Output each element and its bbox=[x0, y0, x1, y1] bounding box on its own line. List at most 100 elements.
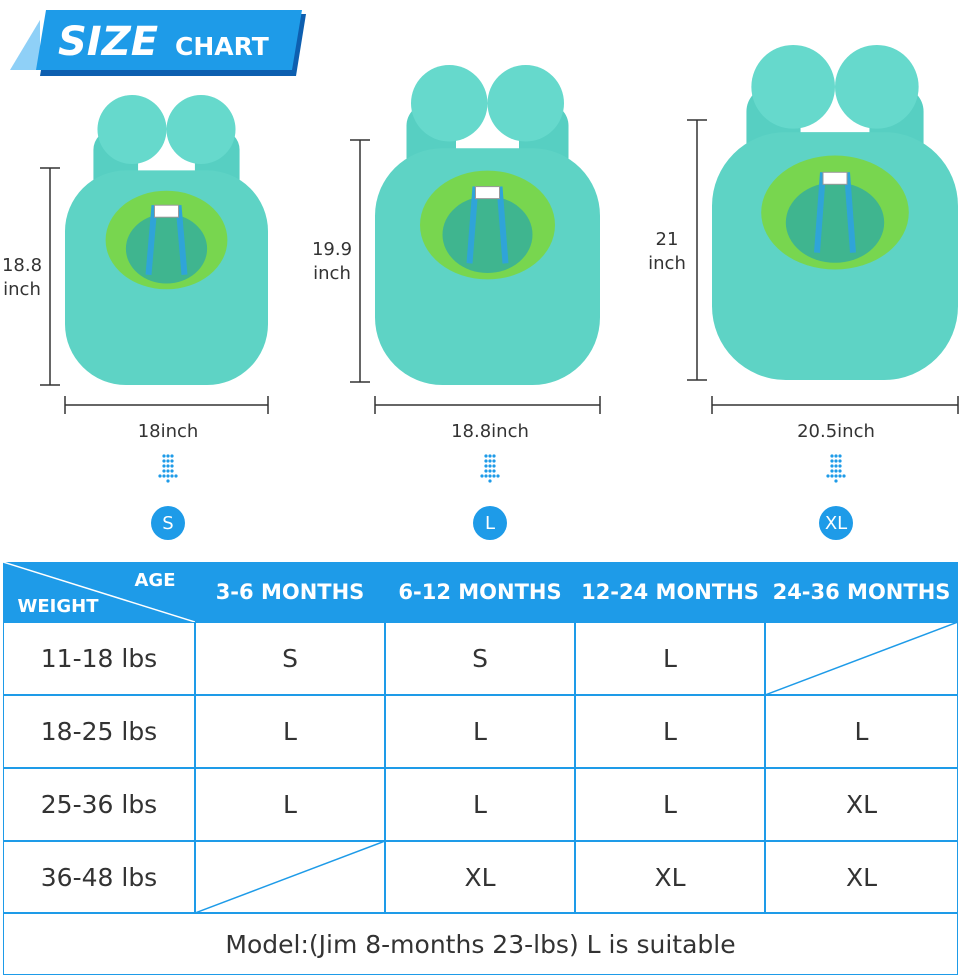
size-badge-label: S bbox=[162, 513, 173, 534]
arrow-dot bbox=[166, 454, 170, 458]
seat-inner bbox=[785, 182, 885, 263]
diagonal bbox=[765, 622, 958, 695]
arrow-dot bbox=[158, 474, 162, 478]
diagonal-line bbox=[765, 622, 958, 695]
float-balloon bbox=[835, 45, 919, 129]
height-unit: inch bbox=[313, 263, 351, 284]
height-value: 18.8 bbox=[2, 255, 42, 276]
arrow-dot bbox=[492, 464, 496, 468]
size-cell: L bbox=[575, 622, 765, 695]
size-cell: XL bbox=[765, 768, 958, 841]
arrow-dot bbox=[496, 474, 500, 478]
diagonal-line bbox=[195, 841, 385, 913]
size-cell: L bbox=[575, 695, 765, 768]
strap bbox=[844, 172, 856, 253]
width-label: 18.8inch bbox=[451, 421, 529, 442]
size-cell: L bbox=[385, 695, 575, 768]
arrow-dot bbox=[484, 464, 488, 468]
label-bg bbox=[310, 236, 354, 288]
seat-inner bbox=[442, 196, 533, 273]
float-balloon bbox=[487, 65, 564, 142]
size-cell: L bbox=[195, 695, 385, 768]
arrow-dot bbox=[170, 459, 174, 463]
arrow-dot bbox=[834, 464, 838, 468]
float-balloon bbox=[411, 65, 488, 142]
size-cell: L bbox=[765, 695, 958, 768]
arrow-dot bbox=[488, 459, 492, 463]
arrow-dot bbox=[834, 474, 838, 478]
arrow-dot bbox=[492, 474, 496, 478]
strap bbox=[466, 186, 479, 264]
buckle bbox=[822, 171, 848, 185]
arrow-dot bbox=[166, 474, 170, 478]
size-cell: S bbox=[195, 622, 385, 695]
size-cell: XL bbox=[765, 841, 958, 913]
arrow-dot bbox=[842, 474, 846, 478]
arrow-dot bbox=[830, 454, 834, 458]
title-bold: SIZE bbox=[58, 19, 158, 65]
arrow-dot bbox=[838, 459, 842, 463]
arrow-dot bbox=[484, 474, 488, 478]
arrow-dot bbox=[162, 464, 166, 468]
strap bbox=[814, 172, 826, 253]
arrow-dot bbox=[170, 474, 174, 478]
empty-cell bbox=[195, 841, 385, 913]
height-value: 21 bbox=[656, 229, 679, 250]
arrow-dot bbox=[488, 454, 492, 458]
arrow-dot bbox=[170, 454, 174, 458]
arrow-dot bbox=[834, 479, 838, 483]
width-label: 20.5inch bbox=[797, 421, 875, 442]
strap bbox=[175, 204, 188, 276]
arrow-dot bbox=[166, 459, 170, 463]
product-image bbox=[65, 95, 268, 385]
corner-diagonal bbox=[3, 562, 195, 622]
column-header: 24-36 MONTHS bbox=[765, 562, 958, 622]
table-footer: Model:(Jim 8-months 23-lbs) L is suitabl… bbox=[3, 913, 958, 975]
buckle bbox=[154, 204, 179, 218]
height-unit: inch bbox=[648, 253, 686, 274]
size-cell: S bbox=[385, 622, 575, 695]
arrow-dot bbox=[830, 469, 834, 473]
arrow-dot bbox=[162, 454, 166, 458]
column-header: 12-24 MONTHS bbox=[575, 562, 765, 622]
size-cell: XL bbox=[385, 841, 575, 913]
label-bg bbox=[0, 252, 44, 304]
column-header: 3-6 MONTHS bbox=[195, 562, 385, 622]
label-bg bbox=[645, 226, 689, 278]
size-badge bbox=[473, 506, 507, 540]
float-balloon bbox=[97, 95, 167, 165]
corner-top: AGE bbox=[134, 569, 176, 591]
arrow-dot bbox=[838, 474, 842, 478]
arrow-dot bbox=[492, 459, 496, 463]
size-badge bbox=[151, 506, 185, 540]
arrow-dot bbox=[834, 459, 838, 463]
arrow-dot bbox=[488, 474, 492, 478]
arrow-dot bbox=[488, 479, 492, 483]
strap bbox=[496, 186, 509, 264]
arrow-dot bbox=[492, 454, 496, 458]
column-header: 6-12 MONTHS bbox=[385, 562, 575, 622]
arrow-dot bbox=[170, 469, 174, 473]
arrow-dot bbox=[830, 474, 834, 478]
arrow-dot bbox=[170, 464, 174, 468]
arrow-dot bbox=[174, 474, 178, 478]
corner-bottom: WEIGHT bbox=[17, 595, 99, 617]
arrow-dot bbox=[162, 459, 166, 463]
arrow-dot bbox=[488, 469, 492, 473]
arrow-dot bbox=[484, 459, 488, 463]
arrow-dot bbox=[166, 479, 170, 483]
arrow-dot bbox=[834, 469, 838, 473]
row-label: 36-48 lbs bbox=[3, 841, 195, 913]
title-rest: CHART bbox=[175, 32, 269, 61]
row-label: 18-25 lbs bbox=[3, 695, 195, 768]
seat-inner bbox=[125, 213, 208, 284]
banner-decoration bbox=[10, 20, 40, 70]
float-balloon bbox=[751, 45, 835, 129]
diagonal bbox=[195, 841, 385, 913]
width-label: 18inch bbox=[138, 421, 199, 442]
product-image bbox=[375, 65, 600, 385]
size-cell: L bbox=[385, 768, 575, 841]
diagonal-line bbox=[3, 562, 195, 622]
